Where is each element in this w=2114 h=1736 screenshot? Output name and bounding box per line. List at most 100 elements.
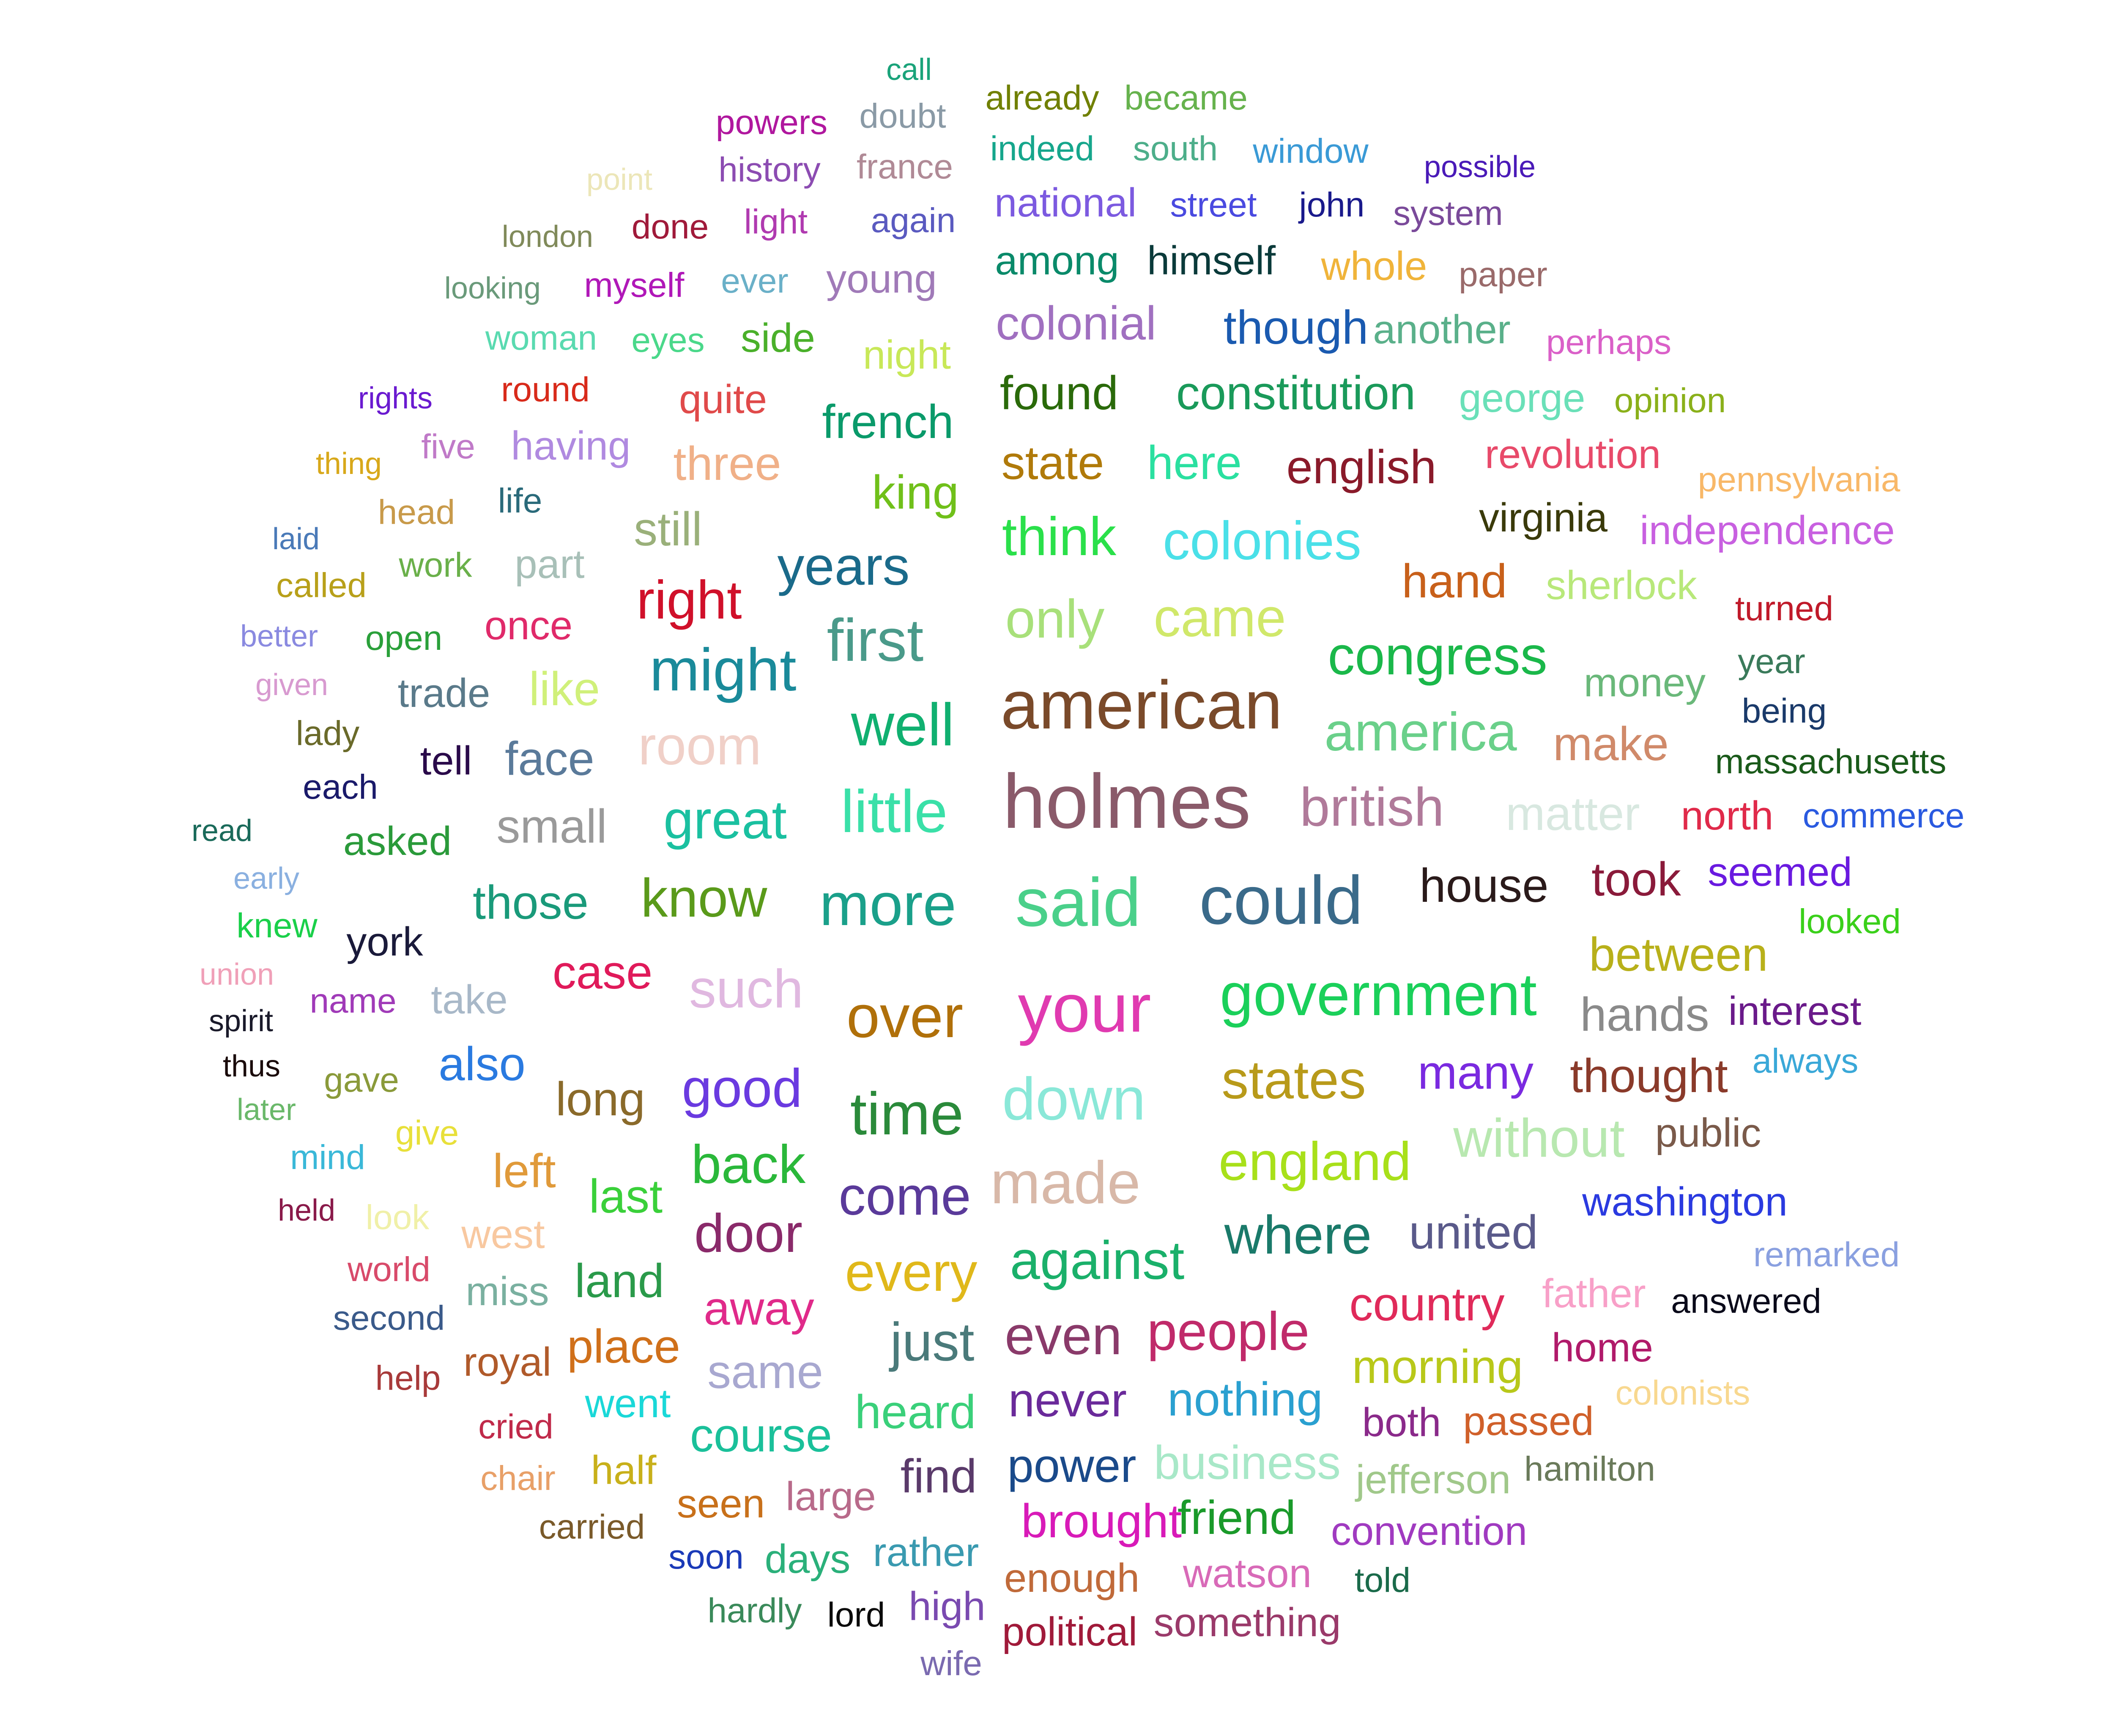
word-york: york [346,919,423,964]
word-life: life [498,482,542,520]
word-even: even [1005,1306,1122,1366]
word-possible: possible [1424,150,1536,184]
word-quite: quite [679,377,767,422]
word-history: history [718,151,821,189]
word-told: told [1354,1561,1411,1599]
word-asked: asked [343,819,452,864]
word-colonists: colonists [1615,1374,1750,1412]
word-pennsylvania: pennsylvania [1698,460,1900,499]
word-little: little [841,778,948,845]
word-united: united [1409,1206,1538,1259]
word-said: said [1015,864,1141,941]
word-help: help [375,1359,441,1397]
word-powers: powers [715,103,828,142]
word-never: never [1008,1374,1127,1427]
word-passed: passed [1463,1399,1594,1444]
word-many: many [1418,1046,1533,1099]
word-myself: myself [584,266,685,304]
word-business: business [1153,1436,1341,1489]
word-wife: wife [920,1644,982,1683]
word-rights: rights [358,381,433,415]
word-became: became [1124,79,1248,117]
word-friend: friend [1177,1491,1296,1544]
word-called: called [276,566,367,605]
word-trade: trade [397,671,490,716]
word-name: name [309,982,397,1020]
word-good: good [682,1058,802,1119]
word-england: england [1219,1131,1411,1192]
word-high: high [909,1584,986,1629]
word-like: like [528,663,600,715]
word-right: right [636,570,742,630]
word-young: young [826,256,937,301]
word-country: country [1349,1278,1505,1331]
word-rather: rather [873,1530,979,1575]
word-though: though [1223,301,1369,354]
word-british: british [1300,777,1444,838]
word-independence: independence [1640,508,1895,553]
word-miss: miss [466,1269,549,1314]
word-among: among [995,238,1119,283]
word-looked: looked [1799,902,1901,941]
word-massachusetts: massachusetts [1715,742,1947,781]
word-take: take [431,977,508,1022]
word-away: away [704,1282,814,1335]
word-opinion: opinion [1614,381,1726,420]
word-revolution: revolution [1484,432,1661,477]
word-doubt: doubt [859,97,946,135]
word-king: king [872,466,959,519]
word-part: part [515,542,585,587]
word-turned: turned [1735,589,1834,628]
word-knew: knew [236,906,318,945]
word-years: years [777,536,910,597]
word-over: over [846,983,964,1050]
word-last: last [589,1170,663,1223]
word-make: make [1553,717,1669,770]
word-hands: hands [1580,988,1709,1041]
word-only: only [1005,589,1105,649]
word-each: each [303,768,378,806]
word-always: always [1752,1042,1859,1080]
word-time: time [850,1080,964,1147]
word-south: south [1133,129,1218,168]
word-french: french [822,395,954,448]
word-against: against [1010,1230,1185,1291]
word-colonies: colonies [1163,511,1361,571]
word-where: where [1224,1205,1372,1265]
word-seen: seen [676,1481,765,1526]
word-call: call [886,53,932,87]
word-night: night [863,332,951,378]
word-ever: ever [721,262,789,300]
word-holmes: holmes [1002,758,1251,844]
word-jefferson: jefferson [1355,1457,1511,1502]
word-government: government [1220,961,1537,1028]
word-know: know [641,868,767,928]
word-tell: tell [420,738,472,783]
word-american: american [1000,667,1283,743]
word-commerce: commerce [1802,797,1965,835]
word-thought: thought [1570,1049,1728,1102]
word-early: early [233,862,300,895]
word-found: found [999,367,1119,419]
word-another: another [1373,307,1511,352]
word-hand: hand [1402,555,1507,608]
word-sherlock: sherlock [1546,563,1697,608]
word-morning: morning [1352,1340,1523,1393]
word-house: house [1419,859,1549,912]
word-again: again [871,201,956,240]
word-interest: interest [1728,988,1862,1034]
word-john: john [1299,186,1365,224]
word-might: might [649,636,797,704]
word-case: case [552,946,653,999]
word-work: work [399,546,472,584]
word-money: money [1583,660,1706,705]
word-george: george [1459,375,1586,421]
word-door: door [694,1203,803,1264]
word-first: first [827,607,924,674]
word-think: think [1002,507,1117,567]
word-could: could [1199,862,1363,939]
word-constitution: constitution [1176,367,1416,419]
word-window: window [1253,132,1369,170]
word-being: being [1742,692,1827,730]
word-your: your [1018,970,1151,1046]
